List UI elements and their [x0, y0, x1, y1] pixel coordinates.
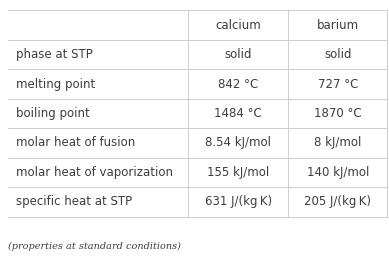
Text: specific heat at STP: specific heat at STP [16, 195, 132, 208]
Text: boiling point: boiling point [16, 107, 89, 120]
Text: 8.54 kJ/mol: 8.54 kJ/mol [205, 137, 271, 150]
Text: 1484 °C: 1484 °C [214, 107, 262, 120]
Text: 842 °C: 842 °C [218, 78, 258, 91]
Text: 140 kJ/mol: 140 kJ/mol [307, 166, 369, 179]
Text: 1870 °C: 1870 °C [314, 107, 361, 120]
Text: melting point: melting point [16, 78, 95, 91]
Text: 8 kJ/mol: 8 kJ/mol [314, 137, 361, 150]
Text: 205 J/(kg K): 205 J/(kg K) [304, 195, 371, 208]
Text: 631 J/(kg K): 631 J/(kg K) [205, 195, 272, 208]
Text: molar heat of fusion: molar heat of fusion [16, 137, 135, 150]
Text: molar heat of vaporization: molar heat of vaporization [16, 166, 173, 179]
Text: solid: solid [324, 48, 352, 61]
Text: 727 °C: 727 °C [317, 78, 358, 91]
Text: (properties at standard conditions): (properties at standard conditions) [8, 241, 180, 251]
Text: phase at STP: phase at STP [16, 48, 92, 61]
Text: calcium: calcium [216, 19, 261, 32]
Text: barium: barium [317, 19, 359, 32]
Text: 155 kJ/mol: 155 kJ/mol [207, 166, 269, 179]
Text: solid: solid [224, 48, 252, 61]
